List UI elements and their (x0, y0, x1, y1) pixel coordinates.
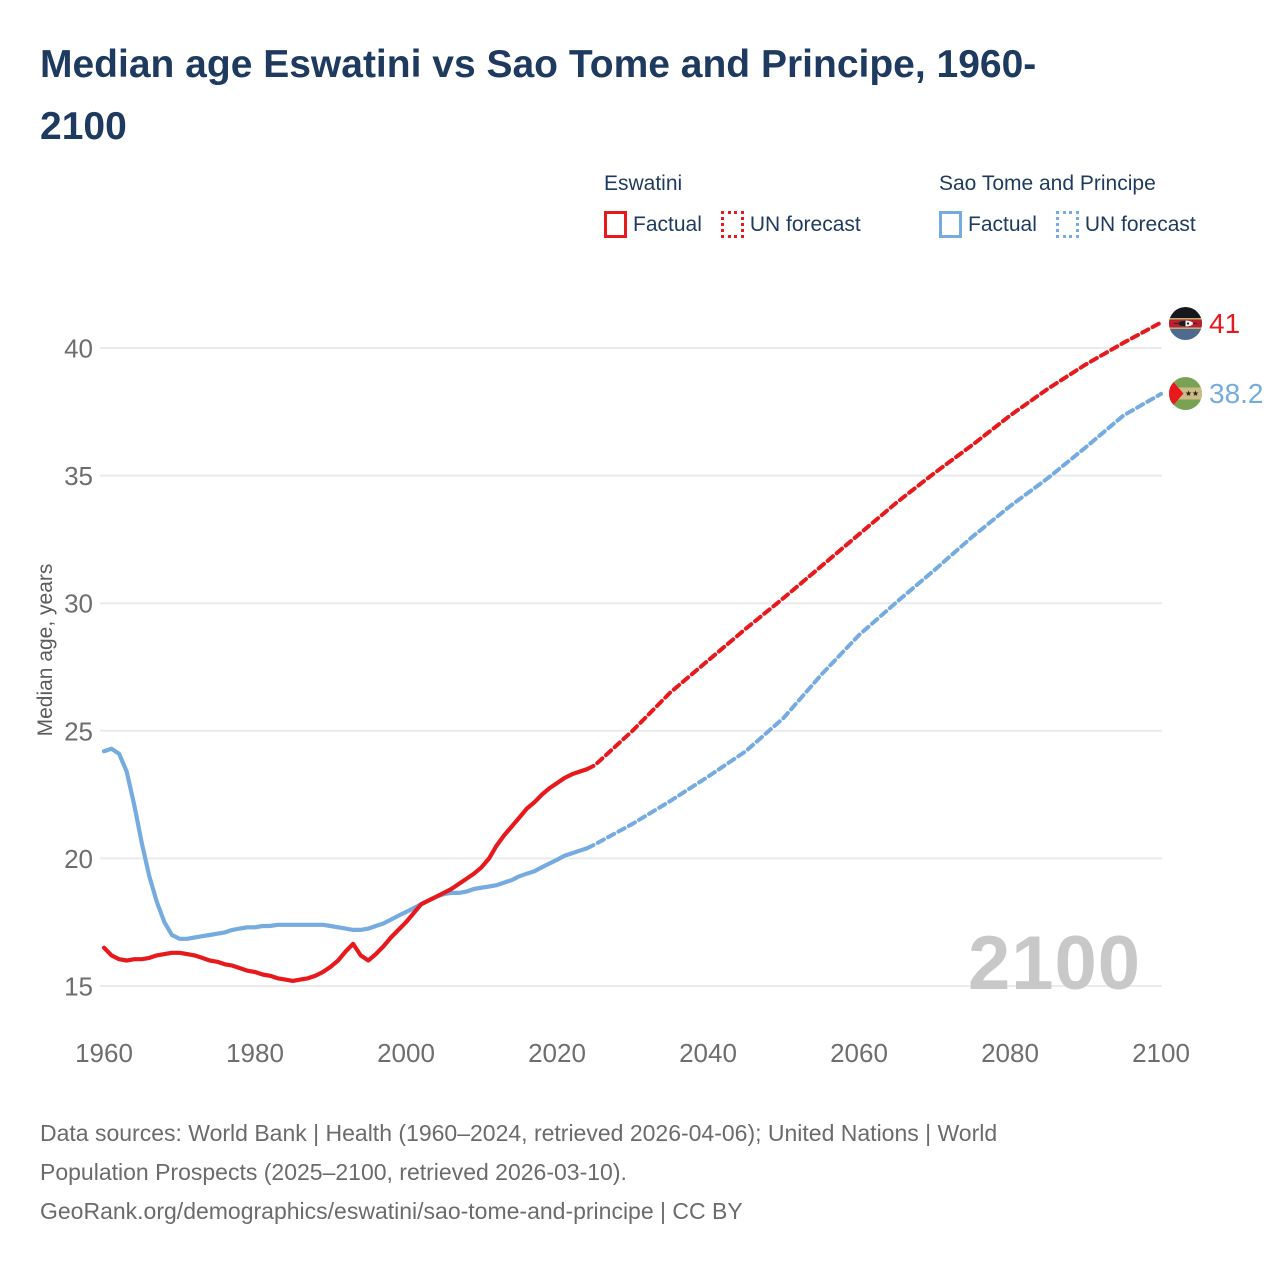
eswatini-factual-line (101, 767, 590, 983)
x-tick-label: 2060 (830, 1038, 888, 1068)
eswatini-un-forecast-line (585, 320, 1163, 772)
footer-line: GeoRank.org/demographics/eswatini/sao-to… (40, 1198, 743, 1224)
legend-group-sao-tome: Sao Tome and Principe Factual UN forecas… (939, 172, 1215, 238)
y-tick-label: 35 (64, 461, 93, 491)
y-axis-title: Median age, years (34, 563, 57, 737)
footer-line: Population Prospects (2025–2100, retriev… (40, 1159, 627, 1185)
solid-line-swatch-icon (939, 211, 962, 238)
legend-group-eswatini: Eswatini Factual UN forecast (604, 172, 880, 238)
sao-tome-and-principe-un-forecast-line (585, 391, 1163, 851)
eswatini-end-value: 41 (1209, 308, 1241, 339)
sao-tome-flag-icon (1169, 377, 1202, 410)
y-tick-label: 20 (64, 844, 93, 874)
x-tick-label: 2080 (981, 1038, 1039, 1068)
eswatini-flag-icon (1169, 307, 1202, 340)
watermark-year: 2100 (968, 921, 1142, 1006)
sao-tome-end-value: 38.2 (1209, 378, 1264, 409)
y-tick-label: 40 (64, 334, 93, 364)
x-tick-label: 1980 (226, 1038, 284, 1068)
page-title-line-1: Median age Eswatini vs Sao Tome and Prin… (40, 43, 1037, 86)
legend-group-title: Eswatini (604, 172, 683, 195)
sao-tome-and-principe-factual-line (101, 746, 590, 941)
legend-item-eswatini-factual[interactable]: Factual (604, 211, 702, 238)
legend-item-label: Factual (633, 212, 702, 236)
legend-row: Factual UN forecast (604, 211, 880, 238)
legend-item-sao-tome-factual[interactable]: Factual (939, 211, 1037, 238)
legend-item-label: UN forecast (1084, 212, 1196, 236)
legend-item-eswatini-forecast[interactable]: UN forecast (720, 211, 861, 238)
y-tick-label: 25 (64, 716, 93, 746)
x-tick-label: 2040 (679, 1038, 737, 1068)
legend-group-title: Sao Tome and Principe (939, 172, 1156, 195)
x-tick-label: 2020 (528, 1038, 586, 1068)
end-marker-eswatini: 41 (1169, 307, 1240, 340)
page-title-line-2: 2100 (40, 105, 127, 148)
legend-row: Factual UN forecast (939, 211, 1215, 238)
solid-line-swatch-icon (604, 211, 627, 238)
x-tick-label: 2000 (377, 1038, 435, 1068)
x-tick-label: 2100 (1132, 1038, 1190, 1068)
footer-line: Data sources: World Bank | Health (1960–… (40, 1120, 998, 1146)
legend-item-label: UN forecast (749, 212, 861, 236)
dashed-line-swatch-icon (1055, 211, 1079, 238)
end-marker-sao-tome: 38.2 (1169, 377, 1264, 410)
legend-item-label: Factual (968, 212, 1037, 236)
footer-attribution: Data sources: World Bank | Health (1960–… (40, 1114, 997, 1231)
y-tick-label: 15 (64, 972, 93, 1002)
legend-item-sao-tome-forecast[interactable]: UN forecast (1055, 211, 1196, 238)
y-tick-label: 30 (64, 589, 93, 619)
x-tick-label: 1960 (75, 1038, 133, 1068)
dashed-line-swatch-icon (720, 211, 744, 238)
page-title: Median age Eswatini vs Sao Tome and Prin… (40, 34, 1036, 158)
